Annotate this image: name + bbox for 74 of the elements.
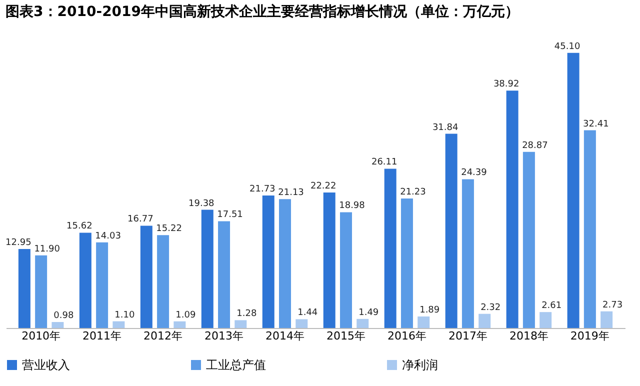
legend-label: 净利润 [402, 358, 438, 372]
bar [584, 130, 596, 328]
bar [323, 192, 336, 328]
data-label: 2.73 [602, 300, 623, 310]
data-label: 38.92 [493, 80, 520, 90]
data-label: 24.39 [461, 168, 488, 178]
data-label: 1.10 [114, 310, 135, 320]
bar [234, 320, 247, 328]
bar [567, 52, 580, 328]
x-tick-label: 2010年 [22, 330, 61, 342]
data-label: 31.84 [432, 122, 458, 133]
bar [296, 319, 308, 328]
bar [218, 221, 230, 328]
data-label: 15.62 [66, 222, 92, 232]
bar [52, 322, 64, 328]
data-label: 11.90 [34, 244, 60, 254]
bar [201, 210, 214, 328]
bar [79, 232, 92, 328]
bar [400, 198, 413, 328]
data-label: 0.98 [54, 311, 74, 322]
data-label: 12.95 [6, 238, 32, 248]
x-tick-label: 2016年 [387, 330, 426, 342]
bar [445, 134, 458, 328]
data-label: 2.32 [480, 302, 501, 313]
data-label: 21.23 [400, 187, 426, 198]
bar [112, 321, 125, 328]
data-label: 1.89 [420, 305, 440, 316]
data-label: 22.22 [310, 181, 336, 192]
data-label: 1.44 [298, 308, 318, 318]
bar [279, 199, 292, 328]
data-label: 32.41 [583, 119, 609, 130]
data-label: 16.77 [128, 214, 154, 225]
bar [262, 195, 274, 328]
bar [35, 255, 48, 328]
bar [157, 235, 170, 328]
bar [18, 249, 30, 328]
legend-label: 营业收入 [22, 358, 70, 372]
bar [418, 316, 430, 328]
x-tick-label: 2019年 [570, 330, 610, 342]
data-label: 21.73 [249, 184, 276, 194]
legend-label: 工业总产值 [206, 358, 266, 372]
data-label: 17.51 [217, 210, 243, 220]
data-label: 1.49 [358, 308, 379, 318]
bar [462, 179, 474, 328]
chart-title: 图表3：2010-2019年中国高新技术企业主要经营指标增长情况（单位：万亿元） [6, 3, 520, 20]
x-tick-label: 2011年 [82, 330, 122, 342]
bar [140, 226, 152, 328]
x-tick-label: 2014年 [266, 330, 305, 342]
data-label: 1.28 [236, 309, 257, 320]
bar [506, 90, 518, 328]
data-label: 21.13 [278, 188, 304, 198]
bar [540, 312, 552, 328]
data-label: 18.98 [339, 201, 366, 212]
bar [96, 242, 108, 328]
x-tick-label: 2012年 [144, 330, 183, 342]
data-label: 15.22 [156, 224, 182, 234]
bar [174, 321, 186, 328]
x-tick-label: 2013年 [204, 330, 244, 342]
bar [340, 212, 352, 328]
data-label: 26.11 [371, 158, 398, 168]
x-tick-label: 2017年 [448, 330, 488, 342]
bar [478, 314, 491, 328]
bar [384, 168, 396, 328]
bar [356, 318, 369, 328]
bar [600, 311, 613, 328]
data-label: 14.03 [95, 231, 121, 242]
x-tick-label: 2015年 [326, 330, 366, 342]
data-label: 1.09 [176, 310, 196, 320]
data-label: 19.38 [188, 198, 215, 209]
data-label: 28.87 [522, 140, 548, 151]
data-label: 45.10 [554, 42, 580, 52]
x-tick-label: 2018年 [509, 330, 548, 342]
data-label: 2.61 [542, 301, 562, 312]
bar [522, 152, 535, 328]
